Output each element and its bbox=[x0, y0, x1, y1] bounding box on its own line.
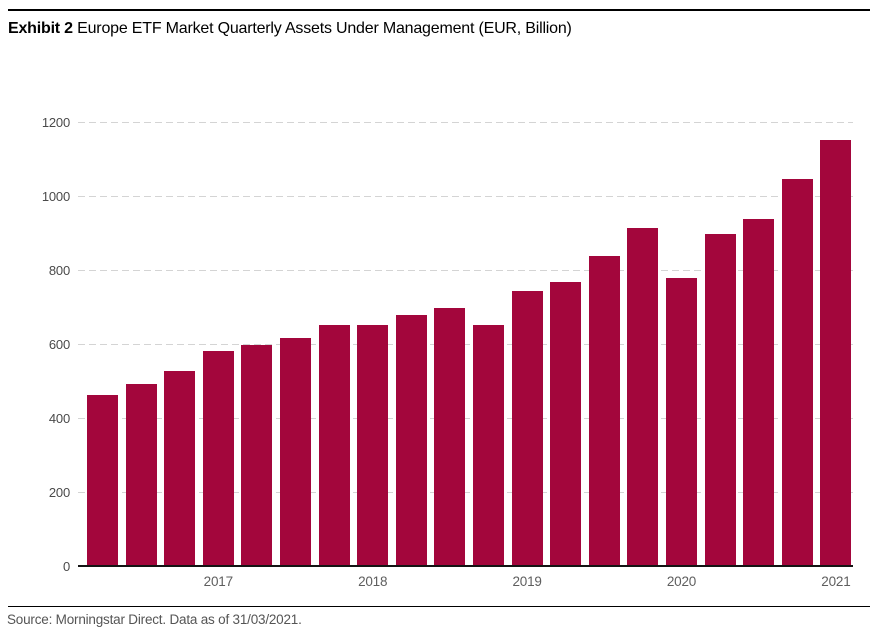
gridline-y-800 bbox=[78, 270, 853, 271]
x-tick-label-2017: 2017 bbox=[203, 574, 233, 589]
y-tick-label-1200: 1200 bbox=[41, 115, 70, 130]
x-tick-label-2019: 2019 bbox=[512, 574, 542, 589]
header-rule bbox=[8, 9, 870, 11]
gridline-y-1200 bbox=[78, 122, 853, 123]
y-tick-label-200: 200 bbox=[48, 485, 70, 500]
x-axis-labels: 2017 2018 2019 2020 2021 bbox=[78, 574, 853, 594]
bar-2017-q3 bbox=[280, 337, 311, 567]
bar-2017-q2 bbox=[241, 345, 273, 567]
bar-2017-q1 bbox=[202, 350, 234, 567]
bar-2019-q3 bbox=[588, 256, 620, 567]
bar-2018-q4 bbox=[473, 324, 504, 567]
y-tick-label-400: 400 bbox=[48, 411, 70, 426]
bar-2018-q2 bbox=[395, 315, 427, 567]
bar-2016-q2 bbox=[87, 394, 118, 567]
bar-2018-q1 bbox=[357, 324, 389, 567]
bar-2021-q1 bbox=[820, 139, 852, 567]
gridline-y-1000 bbox=[78, 196, 853, 197]
x-axis-line bbox=[78, 565, 853, 567]
gridline-y-600 bbox=[78, 344, 853, 345]
exhibit-number: Exhibit 2 bbox=[8, 20, 73, 37]
bar-2016-q4 bbox=[164, 370, 196, 567]
bar-2017-q4 bbox=[318, 324, 350, 567]
exhibit-title-text: Europe ETF Market Quarterly Assets Under… bbox=[77, 20, 572, 37]
bar-2019-q1 bbox=[511, 291, 543, 567]
y-tick-label-800: 800 bbox=[48, 263, 70, 278]
y-tick-label-0: 0 bbox=[62, 559, 70, 574]
bar-2018-q3 bbox=[434, 308, 466, 567]
bar-2020-q3 bbox=[743, 219, 775, 567]
gridline-y-400 bbox=[78, 418, 853, 419]
source-note: Source: Morningstar Direct. Data as of 3… bbox=[7, 612, 302, 627]
bar-2020-q2 bbox=[704, 234, 736, 567]
gridline-y-200 bbox=[78, 492, 853, 493]
bar-2016-q3 bbox=[125, 383, 157, 567]
bar-2019-q2 bbox=[550, 282, 582, 567]
bar-2020-q1 bbox=[666, 278, 697, 567]
bar-2020-q4 bbox=[781, 178, 813, 567]
y-axis-labels: 0 200 400 600 800 1000 1200 bbox=[0, 115, 70, 574]
y-tick-label-1000: 1000 bbox=[41, 189, 70, 204]
exhibit-title: Exhibit 2 Europe ETF Market Quarterly As… bbox=[8, 19, 572, 39]
bar-2019-q4 bbox=[627, 228, 659, 567]
y-tick-label-600: 600 bbox=[48, 337, 70, 352]
x-tick-label-2020: 2020 bbox=[666, 574, 697, 589]
x-tick-label-2021: 2021 bbox=[821, 574, 851, 589]
x-tick-label-2018: 2018 bbox=[358, 574, 388, 589]
plot-area bbox=[78, 116, 853, 567]
footer-rule bbox=[8, 606, 870, 607]
